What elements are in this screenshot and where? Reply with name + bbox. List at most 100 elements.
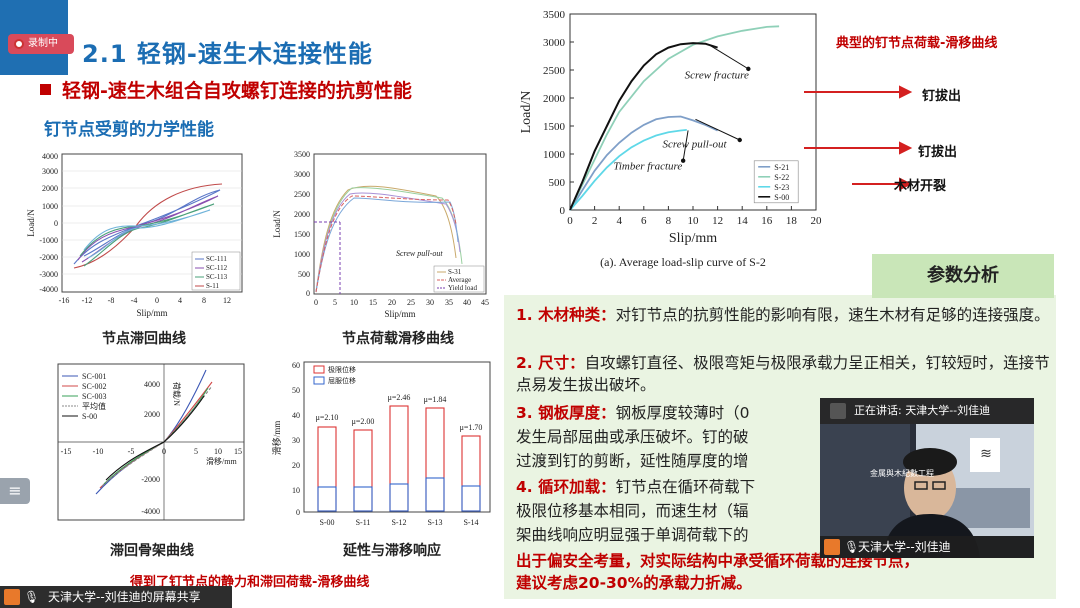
tick-label: 15 [369, 298, 377, 307]
tick-label: 3500 [294, 150, 310, 159]
tick-label: -4000 [39, 285, 58, 294]
item-text: 钢板厚度较薄时（0 [615, 404, 750, 422]
series-line-S-00 [569, 42, 718, 211]
tick-label: S-13 [427, 518, 442, 527]
tick-label: 3000 [294, 170, 310, 179]
legend-label: Average [448, 276, 471, 284]
series-line-S-23 [569, 129, 687, 211]
arrow-head [737, 137, 742, 143]
series-line-S-21 [569, 115, 718, 211]
legend-label: S-11 [206, 282, 219, 290]
video-frame: ≋ [820, 398, 1034, 558]
record-icon [14, 39, 24, 49]
tick-label: -10 [93, 447, 104, 456]
y-tick-label: 1500 [543, 121, 566, 133]
recording-badge[interactable]: 录制中 [8, 34, 74, 54]
screen-share-label: 天津大学--刘佳迪的屏幕共享 [48, 590, 201, 604]
microphone-icon[interactable]: 🎙 [24, 590, 40, 604]
load-slip-caption: 节点荷载滑移曲线 [342, 331, 454, 347]
tick-label: 1500 [294, 230, 310, 239]
tick-label: 0 [54, 219, 58, 228]
legend-label: S-31 [448, 268, 462, 276]
speaking-label: 正在讲话: 天津大学--刘佳迪 [854, 404, 991, 417]
tick-label: -8 [108, 296, 115, 305]
legend-label: S-00 [774, 193, 789, 202]
y-axis-label: Load/N [26, 209, 36, 237]
legend-box [753, 160, 799, 204]
item-number: 1. 木材种类： [516, 306, 616, 324]
tick-label: 2500 [294, 190, 310, 199]
annotation-arrow [682, 130, 689, 161]
legend-label: 屈服位移 [328, 376, 356, 385]
tick-label: 0 [162, 447, 166, 456]
series-line [83, 209, 211, 259]
tick-label: 40 [463, 298, 471, 307]
tick-label: -15 [61, 447, 72, 456]
x-axis-label: Slip/mm [669, 231, 717, 246]
tick-label: 1000 [42, 202, 58, 211]
series-line [315, 185, 457, 293]
average-line [315, 195, 457, 293]
legend: S-21S-22S-23S-00 [753, 160, 799, 204]
failure-label-screw-pullout: 钉拔出 [918, 145, 958, 160]
item-text: 钉节点在循环荷载下 [615, 478, 756, 496]
data-label: μ=1.84 [424, 395, 447, 404]
tick-label: 1000 [294, 250, 310, 259]
tick-label: 12 [223, 296, 231, 305]
tick-label: 500 [298, 270, 310, 279]
main-load-slip-chart: 0 500 1000 1500 2000 2500 3000 3500 0 2 4 6 8 10 12 14… [519, 9, 822, 269]
bar-yield [317, 486, 337, 512]
bar-yield [389, 483, 409, 512]
analysis-conclusion: 出于偏安全考量，对实际结构中承受循环荷载的连接节点， [516, 552, 920, 570]
ductility-caption: 延性与滞移响应 [343, 543, 441, 559]
x-axis-label: Slip/mm [384, 309, 415, 319]
x-tick-label: 4 [616, 215, 622, 227]
microphone-icon[interactable]: 🎙 [844, 540, 860, 554]
tick-label: -4000 [141, 507, 160, 516]
sidebar-menu-toggle[interactable]: ≡ [0, 478, 30, 504]
y-tick-label: 500 [549, 177, 566, 189]
tick-label: 40 [292, 411, 300, 420]
ductility-chart: 60 50 40 30 20 10 0 滑移/mm 极限位移 屈服位移 μ=2.… [271, 361, 491, 527]
tick-label: -2000 [141, 475, 160, 484]
user-avatar-icon [4, 589, 20, 605]
bar-yield [353, 486, 373, 512]
x-axis-label: 滑移/mm [206, 456, 237, 466]
skeleton-caption: 滞回骨架曲线 [110, 543, 194, 559]
y-tick-label: 3500 [543, 9, 566, 21]
y-tick-label: 2000 [543, 93, 566, 105]
x-tick-label: 0 [567, 215, 573, 227]
subheading: 钉节点受剪的力学性能 [44, 120, 214, 140]
data-label: μ=2.00 [352, 417, 375, 426]
analysis-conclusion: 建议考虑20-30%的承载力折减。 [516, 574, 752, 592]
y-tick-label: 1000 [543, 149, 566, 161]
series-line [315, 192, 461, 293]
analysis-item-plate: 3. 钢板厚度：钢板厚度较薄时（0 [516, 402, 1051, 424]
screen-share-bar[interactable]: 🎙 天津大学--刘佳迪的屏幕共享 [0, 586, 232, 608]
annotation-arrow [695, 118, 740, 141]
square-bullet-icon [40, 84, 51, 95]
analysis-title: 参数分析 [872, 254, 1054, 298]
y-tick-label: 3000 [543, 37, 566, 49]
tick-label: 3000 [42, 167, 58, 176]
x-tick-label: 18 [786, 215, 798, 227]
tick-label: -1000 [39, 236, 58, 245]
annotation-label: Screw pull-out [396, 249, 443, 258]
arrow-head [746, 66, 751, 72]
legend: 极限位移 屈服位移 [313, 365, 356, 385]
tick-label: -2000 [39, 253, 58, 262]
speaking-indicator: 正在讲话: 天津大学--刘佳迪 [820, 398, 1034, 424]
tick-label: 45 [481, 298, 489, 307]
y-axis-label: 滑移/mm [271, 421, 282, 456]
series-line [79, 203, 215, 267]
annotation-label: Timber fracture [613, 161, 682, 173]
speaker-video[interactable]: ≋ 金属與木紀數工程 正在讲话: 天津大学--刘佳迪 🎙 天津大学--刘佳迪 [820, 398, 1034, 558]
tick-label: 5 [333, 298, 337, 307]
item-text: 对钉节点的抗剪性能的影响有限，速生木材有足够的连接强度。 [615, 306, 1050, 324]
x-tick-label: 16 [761, 215, 773, 227]
tick-label: 60 [292, 361, 300, 370]
hysteresis-chart: 4000 3000 2000 1000 0 -1000 -2000 -3000 … [26, 152, 243, 318]
tick-label: 4 [178, 296, 182, 305]
x-axis-label: Slip/mm [136, 308, 167, 318]
tick-label: 10 [350, 298, 358, 307]
